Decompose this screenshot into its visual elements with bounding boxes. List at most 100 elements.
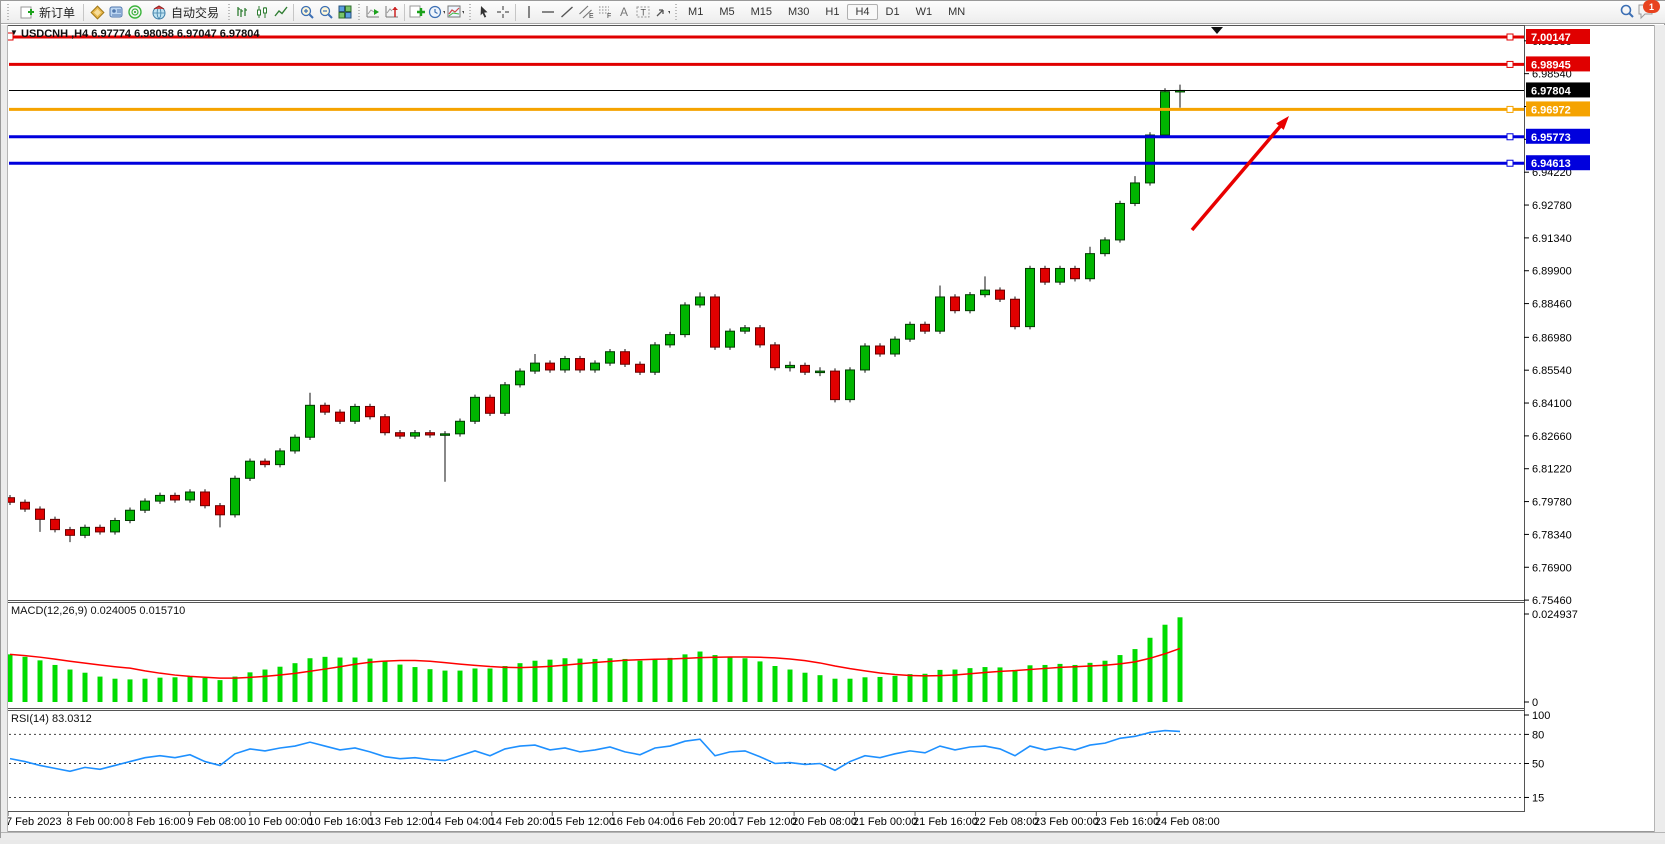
line-handle[interactable] [1506,159,1514,167]
date-label: 23 Feb 00:00 [1034,816,1099,828]
toolbar-grip[interactable] [357,4,361,20]
line-handle[interactable] [1506,105,1514,113]
fibonacci-icon[interactable]: F [596,4,613,21]
timeframe-m5[interactable]: M5 [719,6,735,18]
line-handle[interactable] [1506,60,1514,68]
date-label: 22 Feb 08:00 [974,816,1039,828]
profile-icon[interactable] [107,4,124,21]
candle [155,494,165,502]
date-label: 8 Feb 00:00 [66,816,125,828]
line-handle[interactable] [1506,133,1514,141]
macd-bar [277,666,283,702]
candle [680,304,690,336]
text-label-icon[interactable]: T [634,4,651,21]
auto-scroll-icon[interactable] [364,4,381,21]
symbol-menu-arrow[interactable]: ▼ [10,28,18,37]
candle [1070,267,1080,280]
macd-bar [862,677,868,702]
macd-bar [742,658,748,702]
candlestick-chart-icon[interactable] [253,4,270,21]
new-order-icon [18,4,35,21]
rsi-indicator-label: RSI(14) 83.0312 [11,713,92,725]
templates-icon[interactable] [447,4,465,21]
date-label: 13 Feb 12:00 [369,816,434,828]
zoom-in-icon[interactable] [298,4,315,21]
candle [200,491,210,507]
candle [95,526,105,533]
macd-bar [697,651,703,702]
timeframe-m30[interactable]: M30 [788,6,810,18]
candle [935,296,945,332]
candle [860,345,870,371]
bar-chart-icon[interactable] [234,4,251,21]
tile-windows-icon[interactable] [336,4,353,21]
candle [515,370,525,386]
price-tick-label: 6.81220 [1532,464,1572,476]
trend-line-icon[interactable] [558,4,575,21]
line-handle[interactable] [1506,33,1514,41]
candle [980,289,990,296]
toolbar-grip[interactable] [468,4,472,20]
price-tick-label: 6.85540 [1532,365,1572,377]
candle [65,529,75,536]
signal-icon[interactable] [126,4,143,21]
toolbar-grip[interactable] [227,4,231,20]
price-badge-label: 7.00147 [1531,32,1571,44]
timeframe-m1[interactable]: M1 [688,6,704,18]
macd-bar [232,676,238,702]
macd-bar [412,667,418,702]
timeframe-w1[interactable]: W1 [915,6,933,18]
chart-shift-marker[interactable] [1211,27,1223,34]
svg-text:F: F [607,13,611,20]
timeframe-h4[interactable]: H4 [847,4,878,20]
timeframe-h1[interactable]: H1 [825,6,840,18]
equidistant-channel-icon[interactable]: E [577,4,594,21]
timeframe-d1[interactable]: D1 [885,6,900,18]
macd-max-label: 0.024937 [1532,609,1578,621]
candle [575,358,585,371]
periods-icon[interactable] [428,4,446,21]
candle [485,396,495,414]
macd-bar [787,669,793,702]
text-icon[interactable]: A [615,4,632,21]
timeframe-mn[interactable]: MN [948,6,966,18]
svg-text:T: T [640,8,646,18]
horizontal-line-icon[interactable] [539,4,556,21]
trend-arrow[interactable] [1190,122,1284,232]
macd-bar [127,679,133,702]
macd-bar [292,663,298,702]
window-right-edge[interactable] [1654,25,1665,832]
add-indicator-icon[interactable] [409,4,426,21]
toolbar-grip[interactable] [674,4,678,20]
candle [710,296,720,348]
macd-bar [202,678,208,702]
auto-trading-button[interactable]: 自动交易 [144,2,224,23]
auto-trading-label: 自动交易 [171,5,220,20]
macd-bar [7,654,13,702]
new-order-button[interactable]: 新订单 [12,2,80,23]
zoom-out-icon[interactable] [317,4,334,21]
macd-bar [457,670,463,702]
crosshair-icon[interactable] [494,4,511,21]
arrows-icon[interactable] [653,4,671,21]
line-chart-icon[interactable] [272,4,289,21]
candle [335,411,345,422]
timeframe-group: M1 M5 M15 M30 H1 H4 D1 W1 MN [680,4,973,20]
timeframe-m15[interactable]: M15 [750,6,772,18]
candle [125,509,135,522]
chart-shift-icon[interactable] [383,4,400,21]
cursor-icon[interactable] [475,4,492,21]
candle [1025,267,1035,328]
search-icon[interactable] [1618,4,1635,21]
macd-bar [1012,669,1018,702]
macd-bar [367,658,373,702]
macd-bar [1132,649,1138,702]
toolbar-grip[interactable] [6,4,9,20]
trend-arrow-head[interactable] [1276,116,1289,130]
price-tick-label: 6.86980 [1532,332,1572,344]
vertical-line-icon[interactable] [520,4,537,21]
chat-button[interactable]: 1 [1636,0,1660,22]
wallet-icon[interactable] [88,4,105,21]
price-tick-label: 6.98540 [1532,69,1572,81]
candle [740,327,750,332]
